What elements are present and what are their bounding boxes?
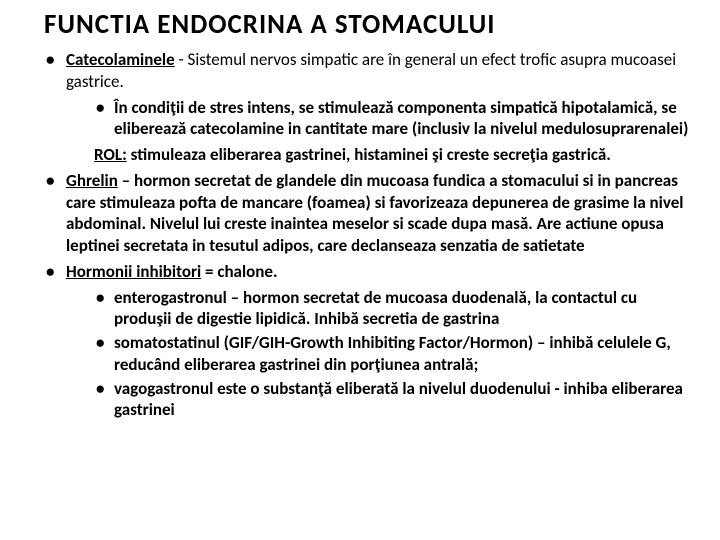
rol-line: ROL: stimuleaza eliberarea gastrinei, hi…: [66, 144, 696, 166]
rol-label: ROL:: [94, 144, 127, 165]
lead-somato: somatostatinul: [114, 332, 220, 353]
bullet-catecolamine: Catecolaminele - Sistemul nervos simpati…: [44, 49, 696, 166]
sublist-hormoni: enterogastronul – hormon secretat de muc…: [66, 287, 696, 422]
text-hormoni: = chalone.: [201, 261, 277, 282]
lead-catecolamine: Catecolaminele: [66, 49, 175, 70]
bullet-list: Catecolaminele - Sistemul nervos simpati…: [44, 49, 696, 421]
lead-hormoni: Hormonii inhibitori: [66, 261, 201, 282]
rol-text: stimuleaza eliberarea gastrinei, histami…: [127, 144, 611, 165]
sub-vagogastron: vagogastronul este o substanţă eliberată…: [94, 378, 696, 422]
sublist-catecolamine: În condiţii de stres intens, se stimulea…: [66, 97, 696, 141]
lead-entero: enterogastronul: [114, 287, 227, 308]
lead-ghrelin: Ghrelin: [66, 170, 118, 191]
bullet-ghrelin: Ghrelin – hormon secretat de glandele di…: [44, 170, 696, 257]
text-ghrelin: – hormon secretat de glandele din mucoas…: [66, 170, 683, 256]
sub-somatostatin: somatostatinul (GIF/GIH-Growth Inhibitin…: [94, 332, 696, 376]
sub-stres: În condiţii de stres intens, se stimulea…: [94, 97, 696, 141]
lead-vago: vagogastronul: [114, 378, 213, 399]
slide: FUNCTIA ENDOCRINA A STOMACULUI Catecolam…: [0, 0, 720, 540]
slide-title: FUNCTIA ENDOCRINA A STOMACULUI: [44, 8, 696, 41]
sub-enterogastron: enterogastronul – hormon secretat de muc…: [94, 287, 696, 331]
bullet-hormoni-inhibitori: Hormonii inhibitori = chalone. enterogas…: [44, 261, 696, 421]
